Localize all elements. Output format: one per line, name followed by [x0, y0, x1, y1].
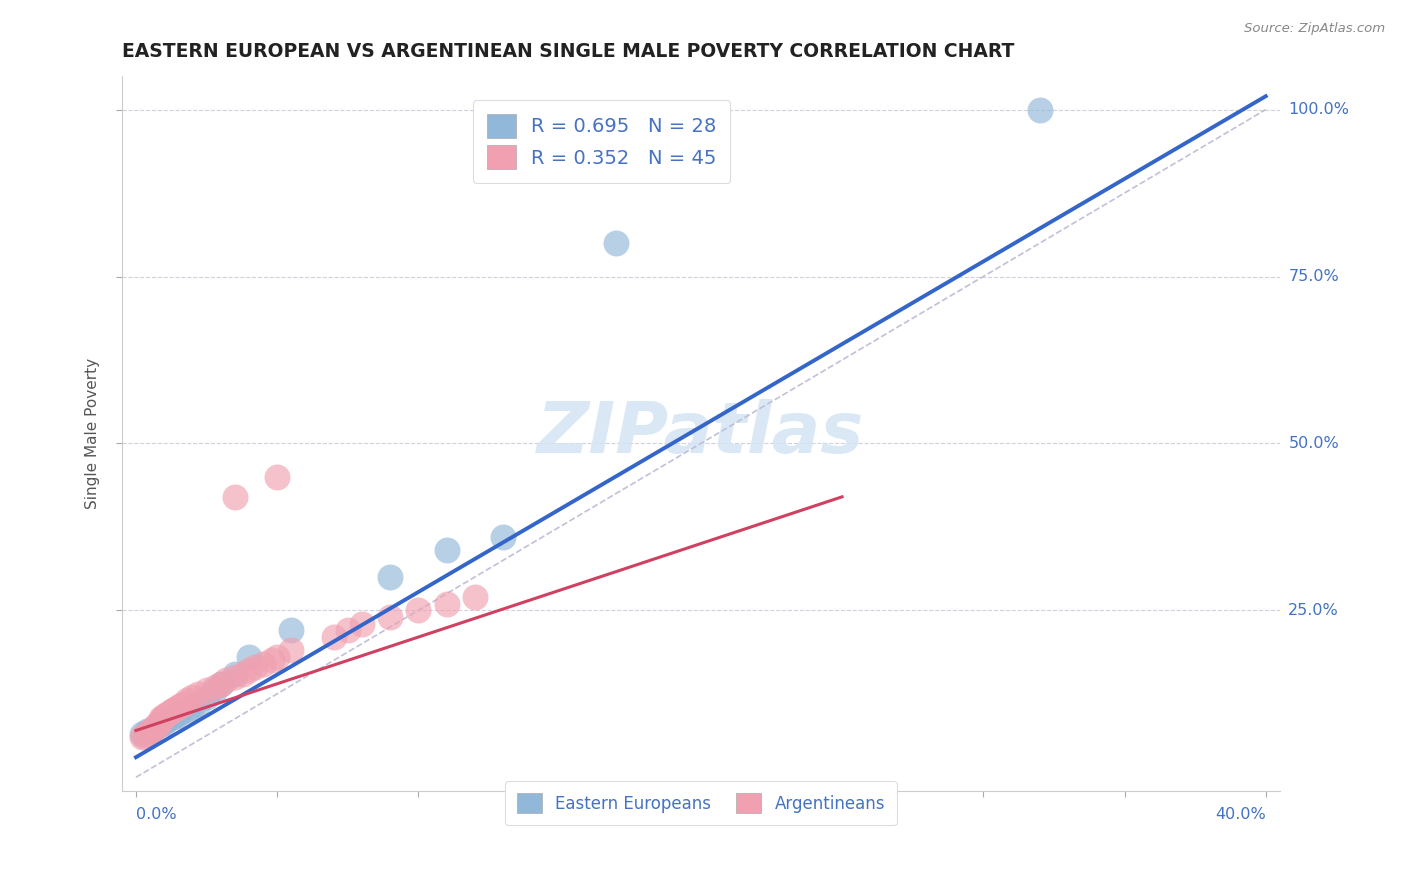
Point — [131, 730, 153, 744]
Point — [187, 697, 209, 711]
Legend: Eastern Europeans, Argentineans: Eastern Europeans, Argentineans — [505, 781, 897, 825]
Point — [170, 705, 193, 719]
Point — [378, 610, 401, 624]
Point — [153, 715, 176, 730]
Point — [162, 710, 184, 724]
Point — [139, 724, 162, 739]
Point — [145, 720, 167, 734]
Point — [280, 624, 302, 638]
Point — [187, 687, 209, 701]
Point — [605, 236, 627, 251]
Text: 50.0%: 50.0% — [1288, 436, 1339, 451]
Point — [153, 708, 176, 723]
Point — [176, 704, 198, 718]
Point — [252, 657, 274, 671]
Point — [150, 716, 173, 731]
Point — [209, 677, 232, 691]
Point — [204, 683, 226, 698]
Point — [136, 727, 159, 741]
Point — [150, 711, 173, 725]
Point — [204, 680, 226, 694]
Point — [350, 616, 373, 631]
Point — [170, 698, 193, 713]
Point — [238, 664, 260, 678]
Point — [195, 690, 218, 705]
Point — [224, 666, 246, 681]
Point — [224, 490, 246, 504]
Text: ZIPatlas: ZIPatlas — [537, 399, 865, 468]
Point — [142, 722, 165, 736]
Point — [238, 650, 260, 665]
Point — [148, 718, 170, 732]
Text: 0.0%: 0.0% — [136, 807, 177, 822]
Point — [181, 690, 204, 705]
Point — [492, 530, 515, 544]
Point — [142, 722, 165, 736]
Point — [436, 597, 458, 611]
Point — [378, 570, 401, 584]
Point — [165, 708, 187, 723]
Text: 75.0%: 75.0% — [1288, 269, 1339, 284]
Point — [165, 702, 187, 716]
Point — [209, 677, 232, 691]
Point — [1029, 103, 1052, 117]
Point — [176, 693, 198, 707]
Point — [464, 590, 486, 604]
Text: EASTERN EUROPEAN VS ARGENTINEAN SINGLE MALE POVERTY CORRELATION CHART: EASTERN EUROPEAN VS ARGENTINEAN SINGLE M… — [122, 42, 1014, 61]
Point — [159, 705, 181, 719]
Point — [224, 670, 246, 684]
Point — [195, 683, 218, 698]
Text: 100.0%: 100.0% — [1288, 102, 1350, 117]
Point — [232, 666, 254, 681]
Text: 25.0%: 25.0% — [1288, 603, 1339, 618]
Point — [408, 603, 430, 617]
Point — [139, 723, 162, 738]
Point — [139, 724, 162, 739]
Point — [156, 706, 179, 721]
Point — [162, 704, 184, 718]
Point — [156, 714, 179, 728]
Point — [173, 697, 195, 711]
Point — [243, 660, 266, 674]
Point — [260, 653, 283, 667]
Y-axis label: Single Male Poverty: Single Male Poverty — [86, 358, 100, 509]
Point — [215, 673, 238, 688]
Point — [280, 643, 302, 657]
Point — [167, 706, 190, 721]
Point — [336, 624, 359, 638]
Point — [145, 720, 167, 734]
Point — [148, 716, 170, 731]
Text: Source: ZipAtlas.com: Source: ZipAtlas.com — [1244, 22, 1385, 36]
Point — [322, 630, 344, 644]
Point — [150, 714, 173, 728]
Point — [436, 543, 458, 558]
Point — [153, 710, 176, 724]
Point — [159, 711, 181, 725]
Point — [266, 650, 288, 665]
Point — [167, 700, 190, 714]
Point — [148, 715, 170, 730]
Point — [136, 723, 159, 738]
Point — [266, 470, 288, 484]
Point — [145, 718, 167, 732]
Point — [134, 729, 156, 743]
Text: 40.0%: 40.0% — [1215, 807, 1265, 822]
Point — [131, 727, 153, 741]
Point — [181, 700, 204, 714]
